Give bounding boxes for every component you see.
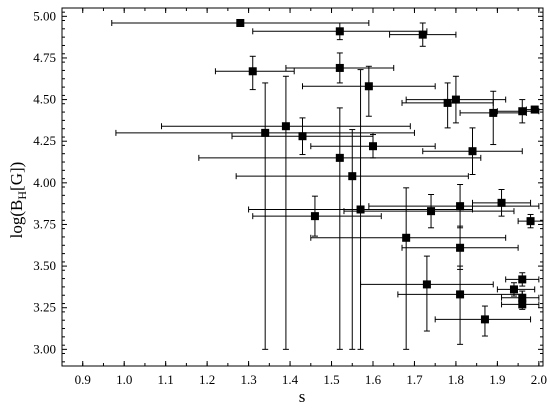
- data-point: [480, 315, 489, 324]
- data-point: [518, 300, 527, 309]
- y-axis: 3.00 3.25 3.50 3.75 4.00 4.25 4.50 4.75 5.00: [33, 8, 543, 363]
- x-tick-label: 0.9: [75, 372, 91, 387]
- data-point: [451, 95, 460, 104]
- y-tick-label: 4.00: [33, 175, 56, 190]
- data-point: [456, 243, 465, 252]
- x-axis-title: s: [299, 387, 306, 406]
- y-tick-label: 3.25: [33, 300, 56, 315]
- y-axis-title: log(BH[G]): [7, 162, 29, 239]
- data-point: [310, 212, 319, 221]
- plot-frame: [61, 7, 544, 367]
- data-point: [456, 202, 465, 211]
- data-point: [526, 217, 535, 226]
- data-point: [364, 82, 373, 91]
- data-point: [530, 105, 539, 114]
- data-point: [456, 290, 465, 299]
- x-tick-label: 1.4: [282, 372, 299, 387]
- data-point: [335, 63, 344, 72]
- data-point: [248, 67, 257, 76]
- y-tick-label: 3.75: [33, 216, 56, 231]
- data-point: [236, 18, 245, 27]
- x-tick-label: 1.0: [116, 372, 132, 387]
- x-tick-label: 1.8: [448, 372, 464, 387]
- y-tick-label: 4.50: [33, 92, 56, 107]
- y-axis-title-sub: H: [15, 191, 29, 200]
- x-tick-label: 1.1: [158, 372, 174, 387]
- data-point: [518, 293, 527, 302]
- data-point: [509, 285, 518, 294]
- error-bars: [111, 19, 544, 350]
- data-point: [368, 142, 377, 151]
- data-point: [335, 27, 344, 36]
- data-point: [518, 107, 527, 116]
- data-point: [298, 132, 307, 141]
- x-tick-label: 1.5: [323, 372, 339, 387]
- data-point: [335, 153, 344, 162]
- y-tick-label: 5.00: [33, 8, 56, 23]
- data-point: [281, 122, 290, 131]
- data-point: [418, 30, 427, 39]
- y-tick-label: 3.00: [33, 341, 56, 356]
- x-tick-label: 2.0: [531, 372, 547, 387]
- y-axis-title-tail: [G]): [7, 162, 26, 191]
- y-tick-label: 4.75: [33, 50, 56, 65]
- y-axis-title-main: log(B: [7, 200, 26, 239]
- data-points: [236, 18, 539, 324]
- data-point: [489, 108, 498, 117]
- x-tick-label: 1.9: [489, 372, 505, 387]
- data-point: [468, 147, 477, 156]
- data-point: [348, 172, 357, 181]
- x-tick-label: 1.7: [406, 372, 423, 387]
- plot-border: [61, 7, 544, 367]
- data-point: [427, 207, 436, 216]
- data-point: [402, 233, 411, 242]
- y-tick-label: 4.25: [33, 133, 56, 148]
- x-axis: 0.9 1.0 1.1 1.2 1.3 1.4 1.5 1.6 1.7 1.8 1.9 2.0: [61, 8, 547, 387]
- data-point: [518, 275, 527, 284]
- data-point: [497, 198, 506, 207]
- data-point: [356, 205, 365, 214]
- x-tick-label: 1.2: [199, 372, 215, 387]
- data-point: [443, 98, 452, 107]
- y-tick-label: 3.50: [33, 258, 56, 273]
- x-tick-label: 1.6: [365, 372, 382, 387]
- data-point: [422, 280, 431, 289]
- data-point: [261, 128, 270, 137]
- x-tick-label: 1.3: [240, 372, 256, 387]
